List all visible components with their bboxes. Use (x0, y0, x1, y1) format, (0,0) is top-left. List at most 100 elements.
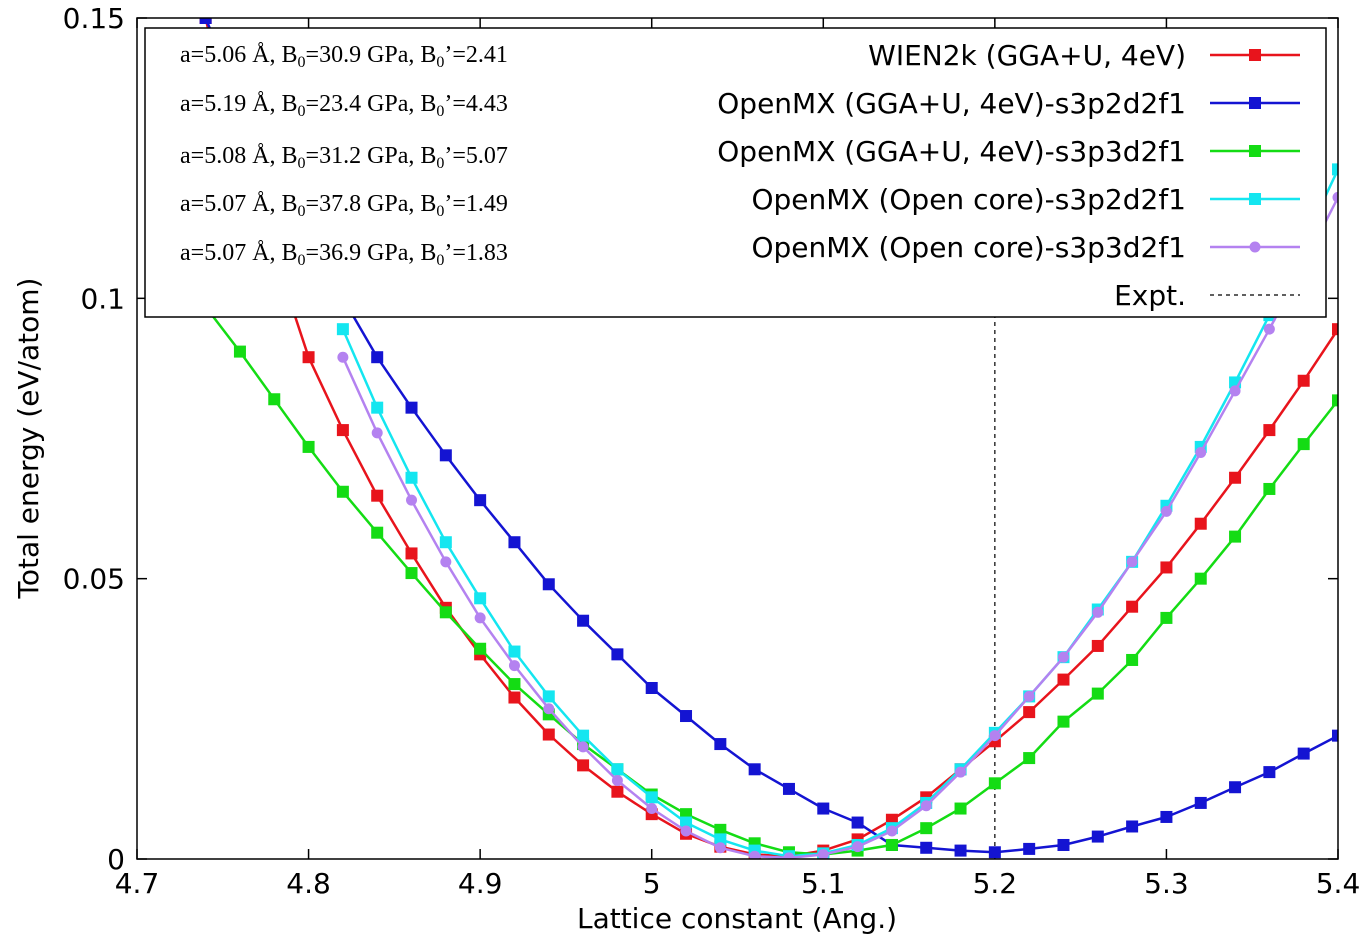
series-1-point-24 (1023, 842, 1036, 855)
series-4-point-26 (1229, 385, 1241, 397)
series-1-point-11 (577, 614, 590, 627)
series-4-point-0 (337, 351, 349, 363)
series-1-point-5 (371, 351, 384, 364)
fit-annotation-0: a=5.06 Å, B0=30.9 GPa, B0’=2.41 (180, 42, 508, 71)
series-4-point-29 (1332, 191, 1338, 203)
series-3-point-1 (371, 401, 384, 414)
series-1-point-13 (645, 681, 658, 694)
series-0-point-26 (1091, 639, 1104, 652)
series-1-point-12 (611, 648, 624, 661)
legend: WIEN2k (GGA+U, 4eV) OpenMX (GGA+U, 4eV)-s… (144, 27, 1327, 318)
series-2-point-8 (474, 642, 487, 655)
series-2-point-28 (1160, 611, 1173, 624)
series-0-point-5 (371, 489, 384, 502)
legend-label-1: OpenMX (GGA+U, 4eV)-s3p2d2f1 (717, 87, 1186, 120)
legend-marker-4 (1249, 241, 1261, 253)
series-line-3 (341, 168, 1338, 858)
series-1-point-28 (1160, 810, 1173, 823)
series-4-point-2 (406, 494, 418, 506)
series-1-point-21 (920, 841, 933, 854)
series-0-point-9 (508, 691, 521, 704)
series-4-point-18 (955, 766, 967, 778)
y-tick-label-2: 0.1 (80, 282, 125, 315)
series-0-point-24 (1023, 706, 1036, 719)
series-1-point-9 (508, 536, 521, 549)
fit-annotation-1: a=5.19 Å, B0=23.4 GPa, B0’=4.43 (180, 91, 508, 120)
legend-label-5: Expt. (1114, 279, 1186, 312)
series-0-point-3 (302, 351, 315, 364)
series-2-point-15 (714, 823, 727, 836)
series-0-point-6 (405, 547, 418, 560)
plot-frame (136, 17, 1339, 860)
series-1-point-6 (405, 401, 418, 414)
series-4-point-16 (886, 825, 898, 837)
y-tick-label-0: 0 (107, 843, 125, 876)
series-0-point-10 (542, 728, 555, 741)
legend-label-2: OpenMX (GGA+U, 4eV)-s3p3d2f1 (717, 135, 1186, 168)
series-1-point-17 (782, 782, 795, 795)
series-3-point-4 (474, 592, 487, 605)
series-2-point-4 (336, 485, 349, 498)
series-2-point-21 (920, 822, 933, 835)
series-1-point-31 (1263, 766, 1276, 779)
series-0-point-12 (611, 785, 624, 798)
series-1-point-29 (1194, 796, 1207, 809)
series-2-point-1 (233, 345, 246, 358)
series-4-point-10 (680, 825, 692, 837)
series-4-point-12 (749, 850, 761, 859)
series-2-point-3 (302, 440, 315, 453)
series-2-point-29 (1194, 572, 1207, 585)
series-4-point-3 (440, 556, 452, 568)
series-4-point-13 (783, 852, 795, 859)
series-0-point-25 (1057, 673, 1070, 686)
series-0-point-29 (1194, 517, 1207, 530)
series-3-point-10 (680, 816, 693, 829)
series-2-point-31 (1263, 482, 1276, 495)
x-tick-label-5: 5.2 (973, 867, 1018, 900)
series-1-point-30 (1229, 781, 1242, 794)
series-3-point-29 (1332, 163, 1338, 176)
series-0-point-33 (1332, 323, 1338, 336)
series-2-point-5 (371, 526, 384, 539)
series-1-point-27 (1126, 820, 1139, 833)
x-tick-label-4: 5.1 (801, 867, 846, 900)
series-4-point-5 (508, 660, 520, 672)
y-axis-title: Total energy (eV/atom) (12, 278, 45, 600)
x-tick-label-0: 4.7 (115, 867, 160, 900)
series-1-point-0 (199, 18, 212, 24)
series-0-point-4 (336, 424, 349, 437)
series-4-point-19 (989, 730, 1001, 742)
series-line-0 (204, 18, 1338, 858)
series-2-point-9 (508, 678, 521, 691)
legend-entries: WIEN2k (GGA+U, 4eV) OpenMX (GGA+U, 4eV)-s… (717, 39, 1300, 312)
series-0-point-27 (1126, 600, 1139, 613)
series-1-point-19 (851, 816, 864, 829)
series-1-point-26 (1091, 830, 1104, 843)
series-4-point-6 (543, 703, 555, 715)
series-4-point-1 (371, 427, 383, 439)
series-4-point-11 (714, 842, 726, 854)
series-4-point-25 (1195, 447, 1207, 459)
legend-label-4: OpenMX (Open core)-s3p3d2f1 (751, 231, 1186, 264)
series-layer (199, 18, 1338, 859)
legend-marker-0 (1249, 49, 1261, 61)
series-1-point-16 (748, 763, 761, 776)
fit-annotation-2: a=5.08 Å, B0=31.2 GPa, B0’=5.07 (180, 143, 508, 172)
x-tick-label-1: 4.8 (286, 867, 331, 900)
series-0-point-30 (1229, 471, 1242, 484)
series-3-point-6 (542, 690, 555, 703)
legend-marker-3 (1249, 193, 1261, 205)
series-1-point-10 (542, 578, 555, 591)
series-line-2 (204, 305, 1338, 856)
series-2-point-6 (405, 567, 418, 580)
series-3-point-8 (611, 763, 624, 776)
series-4-point-22 (1092, 606, 1104, 618)
series-0-point-32 (1297, 374, 1310, 387)
series-4-point-8 (611, 775, 623, 787)
series-4-point-4 (474, 612, 486, 624)
x-tick-label-7: 5.4 (1316, 867, 1361, 900)
series-4-point-21 (1057, 651, 1069, 663)
x-tick-label-2: 4.9 (458, 867, 503, 900)
series-3-point-3 (439, 536, 452, 549)
